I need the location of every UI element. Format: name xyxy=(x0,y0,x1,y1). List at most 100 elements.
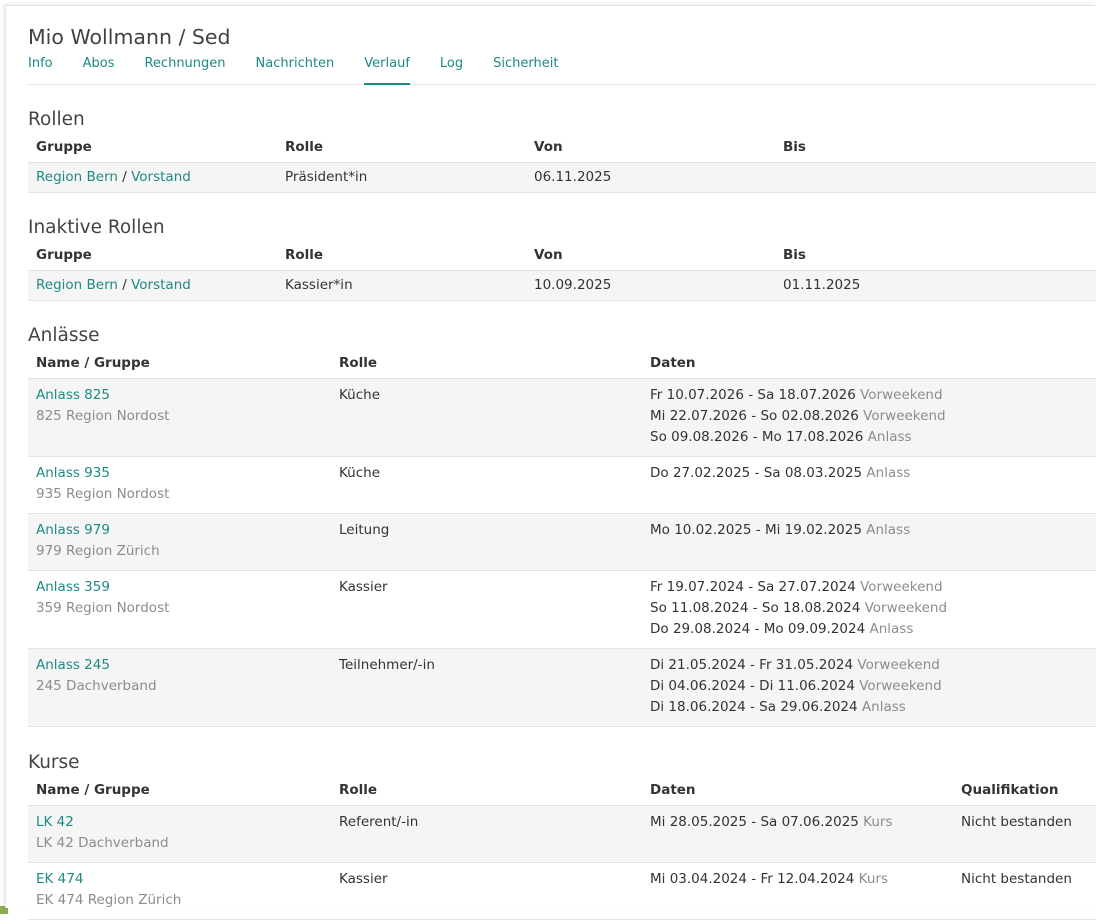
section-anlaesse: Anlässe Name / Gruppe Rolle Daten Anlass 82… xyxy=(28,324,1096,727)
cell-daten: Do 27.02.2025 - Sa 08.03.2025 Anlass xyxy=(642,456,1096,514)
date-type: Vorweekend xyxy=(860,387,943,403)
section-inaktive-rollen: Inaktive Rollen Gruppe Rolle Von Bis Region … xyxy=(28,216,1096,301)
date-range: Di 21.05.2024 - Fr 31.05.2024 Vorweekend xyxy=(650,655,1089,676)
column-header: Gruppe xyxy=(36,139,92,155)
event-link[interactable]: Anlass 245 xyxy=(36,657,110,673)
date-type: Vorweekend xyxy=(860,579,943,595)
tab-sicherheit[interactable]: Sicherheit xyxy=(493,56,559,71)
column-header: Von xyxy=(534,247,563,263)
cell-qualifikation: Nicht bestanden xyxy=(953,862,1096,920)
date-type: Anlass xyxy=(861,699,906,715)
group-link[interactable]: Region Bern xyxy=(36,277,118,293)
date-range-value: Fr 10.07.2026 - Sa 18.07.2026 xyxy=(650,387,856,403)
cell-gruppe: Region Bern / Vorstand xyxy=(28,162,277,193)
date-range: Fr 19.07.2024 - Sa 27.07.2024 Vorweekend xyxy=(650,577,1089,598)
tab-bar: Info Abos Rechnungen Nachrichten Verlauf Log S… xyxy=(28,51,1096,85)
cell-rolle: Teilnehmer/-in xyxy=(331,648,642,727)
event-link[interactable]: EK 474 xyxy=(36,871,84,887)
event-group: LK 42 Dachverband xyxy=(36,835,169,851)
table-row: Anlass 979 979 Region Zürich Leitung Mo 10.… xyxy=(28,513,1096,571)
event-link[interactable]: Anlass 359 xyxy=(36,579,110,595)
date-range-value: Di 04.06.2024 - Di 11.06.2024 xyxy=(650,678,855,694)
event-link[interactable]: Anlass 979 xyxy=(36,522,110,538)
tab-rechnungen[interactable]: Rechnungen xyxy=(144,56,226,71)
date-range-value: Mo 10.02.2025 - Mi 19.02.2025 xyxy=(650,522,862,538)
column-header: Qualifikation xyxy=(961,782,1059,798)
date-type: Vorweekend xyxy=(863,408,946,424)
table-row: Anlass 359 359 Region Nordost Kassier Fr 19… xyxy=(28,570,1096,649)
table-header: Gruppe Rolle Von Bis xyxy=(28,132,1096,163)
cell-rolle: Leitung xyxy=(331,513,642,571)
main-panel: Mio Wollmann / Sed Info Abos Rechnungen Nac… xyxy=(5,5,1096,920)
date-range: Do 27.02.2025 - Sa 08.03.2025 Anlass xyxy=(650,463,1089,484)
date-type: Kurs xyxy=(863,814,893,830)
column-header: Daten xyxy=(650,355,696,371)
table-row: Region Bern / Vorstand Präsident*in 06.11.… xyxy=(28,162,1096,193)
section-title-inaktive-rollen: Inaktive Rollen xyxy=(28,217,165,238)
event-link[interactable]: LK 42 xyxy=(36,814,74,830)
date-type: Anlass xyxy=(867,429,912,445)
date-type: Vorweekend xyxy=(859,678,942,694)
cell-daten: Fr 10.07.2026 - Sa 18.07.2026 Vorweekend… xyxy=(642,378,1096,457)
section-title-kurse: Kurse xyxy=(28,752,80,773)
date-range-value: So 11.08.2024 - So 18.08.2024 xyxy=(650,600,861,616)
corner-accent xyxy=(0,906,8,914)
date-type: Anlass xyxy=(866,522,911,538)
table-row: Anlass 245 245 Dachverband Teilnehmer/-in D… xyxy=(28,648,1096,727)
date-range-value: So 09.08.2026 - Mo 17.08.2026 xyxy=(650,429,864,445)
table-row: LK 42 LK 42 Dachverband Referent/-in Mi 28.… xyxy=(28,805,1096,863)
section-title-rollen: Rollen xyxy=(28,109,85,130)
date-range-value: Do 27.02.2025 - Sa 08.03.2025 xyxy=(650,465,863,481)
date-range: So 11.08.2024 - So 18.08.2024 Vorweekend xyxy=(650,598,1089,619)
date-range: Do 29.08.2024 - Mo 09.09.2024 Anlass xyxy=(650,619,1089,640)
table-row: EK 474 EK 474 Region Zürich Kassier Mi 03.0… xyxy=(28,862,1096,920)
date-range: Fr 10.07.2026 - Sa 18.07.2026 Vorweekend xyxy=(650,385,1089,406)
column-header: Rolle xyxy=(285,139,324,155)
cell-daten: Fr 19.07.2024 - Sa 27.07.2024 Vorweekend… xyxy=(642,570,1096,649)
tab-verlauf[interactable]: Verlauf xyxy=(364,51,410,85)
event-link[interactable]: Anlass 825 xyxy=(36,387,110,403)
tab-log[interactable]: Log xyxy=(439,56,464,71)
path-separator: / xyxy=(122,169,127,185)
cell-name-gruppe: Anlass 825 825 Region Nordost xyxy=(28,378,331,457)
date-range-value: Mi 03.04.2024 - Fr 12.04.2024 xyxy=(650,871,855,887)
date-type: Anlass xyxy=(869,621,914,637)
event-group: EK 474 Region Zürich xyxy=(36,892,182,908)
subgroup-link[interactable]: Vorstand xyxy=(131,277,191,293)
cell-name-gruppe: Anlass 245 245 Dachverband xyxy=(28,648,331,727)
date-range-value: Di 21.05.2024 - Fr 31.05.2024 xyxy=(650,657,854,673)
subgroup-link[interactable]: Vorstand xyxy=(131,169,191,185)
page-title: Mio Wollmann / Sed xyxy=(28,25,231,49)
tab-nachrichten[interactable]: Nachrichten xyxy=(255,56,335,71)
content: Mio Wollmann / Sed Info Abos Rechnungen Nac… xyxy=(28,6,1096,920)
cell-bis: 01.11.2025 xyxy=(775,270,1096,301)
event-group: 979 Region Zürich xyxy=(36,543,160,559)
section-title-anlaesse: Anlässe xyxy=(28,325,100,346)
column-header: Name / Gruppe xyxy=(36,782,150,798)
column-header: Name / Gruppe xyxy=(36,355,150,371)
event-group: 359 Region Nordost xyxy=(36,600,170,616)
cell-qualifikation: Nicht bestanden xyxy=(953,805,1096,863)
tab-info[interactable]: Info xyxy=(28,56,53,71)
event-group: 935 Region Nordost xyxy=(36,486,170,502)
cell-bis xyxy=(775,162,1096,193)
table-header: Name / Gruppe Rolle Daten xyxy=(28,348,1096,379)
date-range: Mi 28.05.2025 - Sa 07.06.2025 Kurs xyxy=(650,812,945,833)
cell-daten: Di 21.05.2024 - Fr 31.05.2024 Vorweekend… xyxy=(642,648,1096,727)
date-range: So 09.08.2026 - Mo 17.08.2026 Anlass xyxy=(650,427,1089,448)
date-range-value: Mi 28.05.2025 - Sa 07.06.2025 xyxy=(650,814,859,830)
table-row: Anlass 935 935 Region Nordost Küche Do 27.0… xyxy=(28,456,1096,514)
date-range: Mi 22.07.2026 - So 02.08.2026 Vorweekend xyxy=(650,406,1089,427)
cell-gruppe: Region Bern / Vorstand xyxy=(28,270,277,301)
cell-rolle: Kassier xyxy=(331,570,642,649)
group-link[interactable]: Region Bern xyxy=(36,169,118,185)
tab-abos[interactable]: Abos xyxy=(82,56,115,71)
date-type: Kurs xyxy=(858,871,888,887)
cell-name-gruppe: LK 42 LK 42 Dachverband xyxy=(28,805,331,863)
cell-von: 10.09.2025 xyxy=(526,270,775,301)
date-range: Mi 03.04.2024 - Fr 12.04.2024 Kurs xyxy=(650,869,945,890)
event-link[interactable]: Anlass 935 xyxy=(36,465,110,481)
cell-name-gruppe: Anlass 935 935 Region Nordost xyxy=(28,456,331,514)
cell-name-gruppe: Anlass 359 359 Region Nordost xyxy=(28,570,331,649)
cell-rolle: Kassier xyxy=(331,862,642,920)
